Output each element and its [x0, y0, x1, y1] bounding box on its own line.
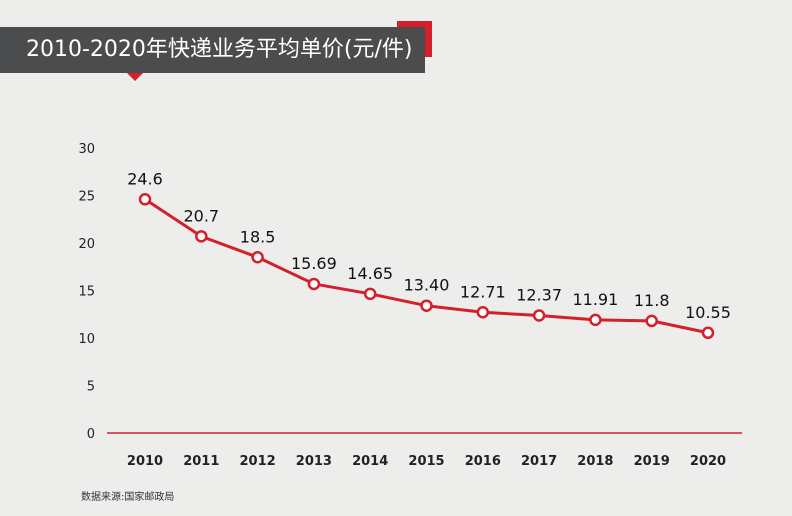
- data-label: 11.8: [634, 291, 670, 310]
- x-tick-label: 2010: [127, 454, 163, 469]
- data-point: [532, 309, 546, 322]
- data-label: 12.71: [460, 282, 506, 301]
- data-label: 24.6: [127, 169, 163, 188]
- source-note: 数据来源:国家邮政局: [81, 492, 175, 503]
- data-point: [420, 299, 433, 312]
- y-tick-label: 15: [78, 285, 95, 300]
- data-point: [195, 230, 208, 243]
- data-point: [476, 306, 490, 319]
- x-tick-label: 2016: [465, 454, 501, 469]
- data-point: [701, 326, 715, 340]
- data-point: [138, 193, 152, 206]
- y-tick-label: 5: [87, 380, 95, 395]
- data-label: 10.55: [685, 303, 731, 322]
- title-pointer: [127, 73, 143, 81]
- data-label: 11.91: [572, 290, 618, 309]
- data-label: 13.40: [404, 276, 450, 295]
- x-tick-label: 2011: [183, 454, 219, 469]
- chart-title: 2010-2020年快递业务平均单价(元/件): [0, 27, 425, 73]
- y-tick-label: 10: [78, 332, 95, 347]
- x-tick-label: 2017: [521, 454, 557, 469]
- series-line: [144, 198, 709, 335]
- data-label: 14.65: [347, 264, 393, 283]
- y-tick-label: 0: [87, 427, 95, 442]
- data-label: 20.7: [183, 206, 219, 225]
- data-label: 15.69: [291, 254, 337, 273]
- data-point: [589, 313, 602, 327]
- y-tick-label: 25: [78, 190, 95, 205]
- data-label: 18.5: [240, 227, 276, 246]
- y-tick-label: 30: [78, 142, 95, 157]
- x-tick-label: 2012: [240, 454, 276, 469]
- data-point: [645, 314, 658, 328]
- x-tick-label: 2019: [634, 454, 670, 469]
- x-tick-label: 2020: [690, 454, 726, 469]
- x-tick-label: 2014: [352, 454, 388, 469]
- x-tick-label: 2018: [577, 454, 613, 469]
- data-point: [307, 277, 321, 291]
- data-point: [363, 287, 377, 301]
- x-tick-label: 2015: [408, 454, 444, 469]
- x-tick-label: 2013: [296, 454, 332, 469]
- data-point: [251, 251, 264, 264]
- y-tick-label: 20: [78, 237, 95, 252]
- data-label: 12.37: [516, 285, 562, 304]
